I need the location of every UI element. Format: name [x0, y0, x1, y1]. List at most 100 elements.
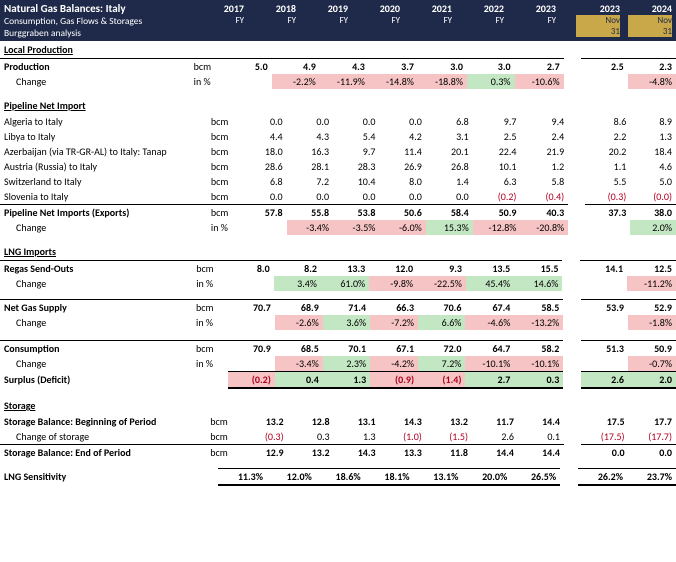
cell: 6.8: [426, 114, 473, 129]
row-label: Surplus (Deficit): [0, 372, 192, 389]
cell: 3.4%: [274, 276, 321, 291]
cell: 7.2: [287, 174, 333, 189]
cell: 5.5: [585, 174, 630, 189]
row-unit: in %: [190, 74, 226, 89]
cell: 15.5: [514, 261, 562, 277]
cell: (0.3): [241, 429, 287, 445]
section-head: LNG Imports: [0, 243, 676, 260]
cell: 26.8: [426, 159, 473, 174]
row-label: Libya to Italy: [0, 129, 207, 144]
cell: 12.8: [288, 414, 334, 429]
cell: [228, 315, 275, 330]
cell: -20.8%: [520, 220, 568, 235]
cell: 70.1: [323, 341, 370, 357]
cell: 8.6: [585, 114, 630, 129]
cell: [225, 74, 271, 89]
cell: 58.2: [514, 341, 563, 357]
cell: 13.2: [241, 414, 287, 429]
row-label: Change: [0, 315, 192, 330]
cell: 18.0: [242, 144, 287, 159]
cell: 3.7: [369, 59, 418, 75]
row-label: Change of storage: [0, 429, 206, 445]
cell: 11.3%: [218, 469, 267, 486]
cell: 66.3: [370, 300, 418, 316]
cell: (0.3): [585, 189, 630, 205]
cell: 28.3: [333, 159, 379, 174]
cell: (0.4): [520, 189, 568, 205]
row-unit: bcm: [207, 174, 242, 189]
row-unit: bcm: [206, 414, 241, 429]
cell: 2.0%: [630, 220, 676, 235]
cell: -3.5%: [333, 220, 379, 235]
cell: 10.4: [333, 174, 379, 189]
cell: 0.0: [242, 189, 287, 205]
cell: 9.7: [333, 144, 379, 159]
cell: 17.7: [629, 414, 676, 429]
row-label: Switzerland to Italy: [0, 174, 207, 189]
cell: -18.8%: [418, 74, 467, 89]
cell: 15.3%: [426, 220, 473, 235]
cell: 17.5: [581, 414, 628, 429]
cell: 7.2%: [418, 356, 465, 372]
row-unit: in %: [192, 356, 228, 372]
cell: 5.0: [630, 174, 676, 189]
cell: 0.0: [629, 445, 676, 461]
cell: -13.2%: [514, 315, 563, 330]
cell: 4.3: [287, 129, 333, 144]
row-unit: bcm: [192, 261, 228, 277]
cell: 0.0: [287, 189, 333, 205]
row-unit: bcm: [207, 114, 242, 129]
cell: 70.9: [228, 341, 275, 357]
cell: 20.0%: [462, 469, 511, 486]
cell: 26.5%: [511, 469, 560, 486]
cell: 58.5: [514, 300, 563, 316]
cell: 6.3: [473, 174, 521, 189]
cell: 9.3: [417, 261, 466, 277]
cell: 45.4%: [466, 276, 514, 291]
cell: 0.0: [426, 189, 473, 205]
cell: 8.9: [630, 114, 676, 129]
cell: (17.7): [629, 429, 676, 445]
cell: -4.2%: [370, 356, 418, 372]
cell: 71.4: [323, 300, 370, 316]
cell: 68.9: [275, 300, 323, 316]
cell: 2.3: [628, 59, 676, 75]
cell: 2.5: [473, 129, 521, 144]
row-label: Storage Balance: Beginning of Period: [0, 414, 206, 429]
row-unit: bcm: [206, 429, 241, 445]
cell: -6.0%: [379, 220, 425, 235]
cell: 2.5: [581, 59, 627, 75]
cell: 1.3: [323, 372, 370, 389]
cell: 12.0%: [267, 469, 316, 486]
row-label: Storage Balance: End of Period: [0, 445, 206, 461]
cell: 13.3: [321, 261, 369, 277]
row-label: Change: [0, 276, 192, 291]
cell: -14.8%: [369, 74, 418, 89]
row-unit: bcm: [192, 300, 228, 316]
cell: -2.2%: [272, 74, 320, 89]
cell: 2.7: [515, 59, 564, 75]
cell: 2.0: [628, 372, 676, 389]
cell: -11.9%: [320, 74, 369, 89]
cell: 9.4: [520, 114, 568, 129]
cell: 50.6: [379, 205, 425, 221]
cell: 40.3: [520, 205, 568, 221]
cell: [581, 74, 627, 89]
row-unit: bcm: [207, 144, 242, 159]
cell: -4.6%: [465, 315, 514, 330]
cell: 11.7: [472, 414, 518, 429]
cell: 0.3: [514, 372, 563, 389]
row-unit: in %: [207, 220, 242, 235]
cell: 3.1: [426, 129, 473, 144]
cell: 70.6: [418, 300, 465, 316]
row-unit: bcm: [207, 205, 242, 221]
cell: 0.0: [242, 114, 287, 129]
cell: -22.5%: [417, 276, 466, 291]
cell: [585, 220, 630, 235]
cell: 13.1: [334, 414, 380, 429]
row-label: Pipeline Net Imports (Exports): [0, 205, 207, 221]
row-unit: bcm: [206, 445, 241, 461]
cell: 12.5: [627, 261, 676, 277]
cell: 12.0: [369, 261, 417, 277]
cell: -10.1%: [514, 356, 563, 372]
